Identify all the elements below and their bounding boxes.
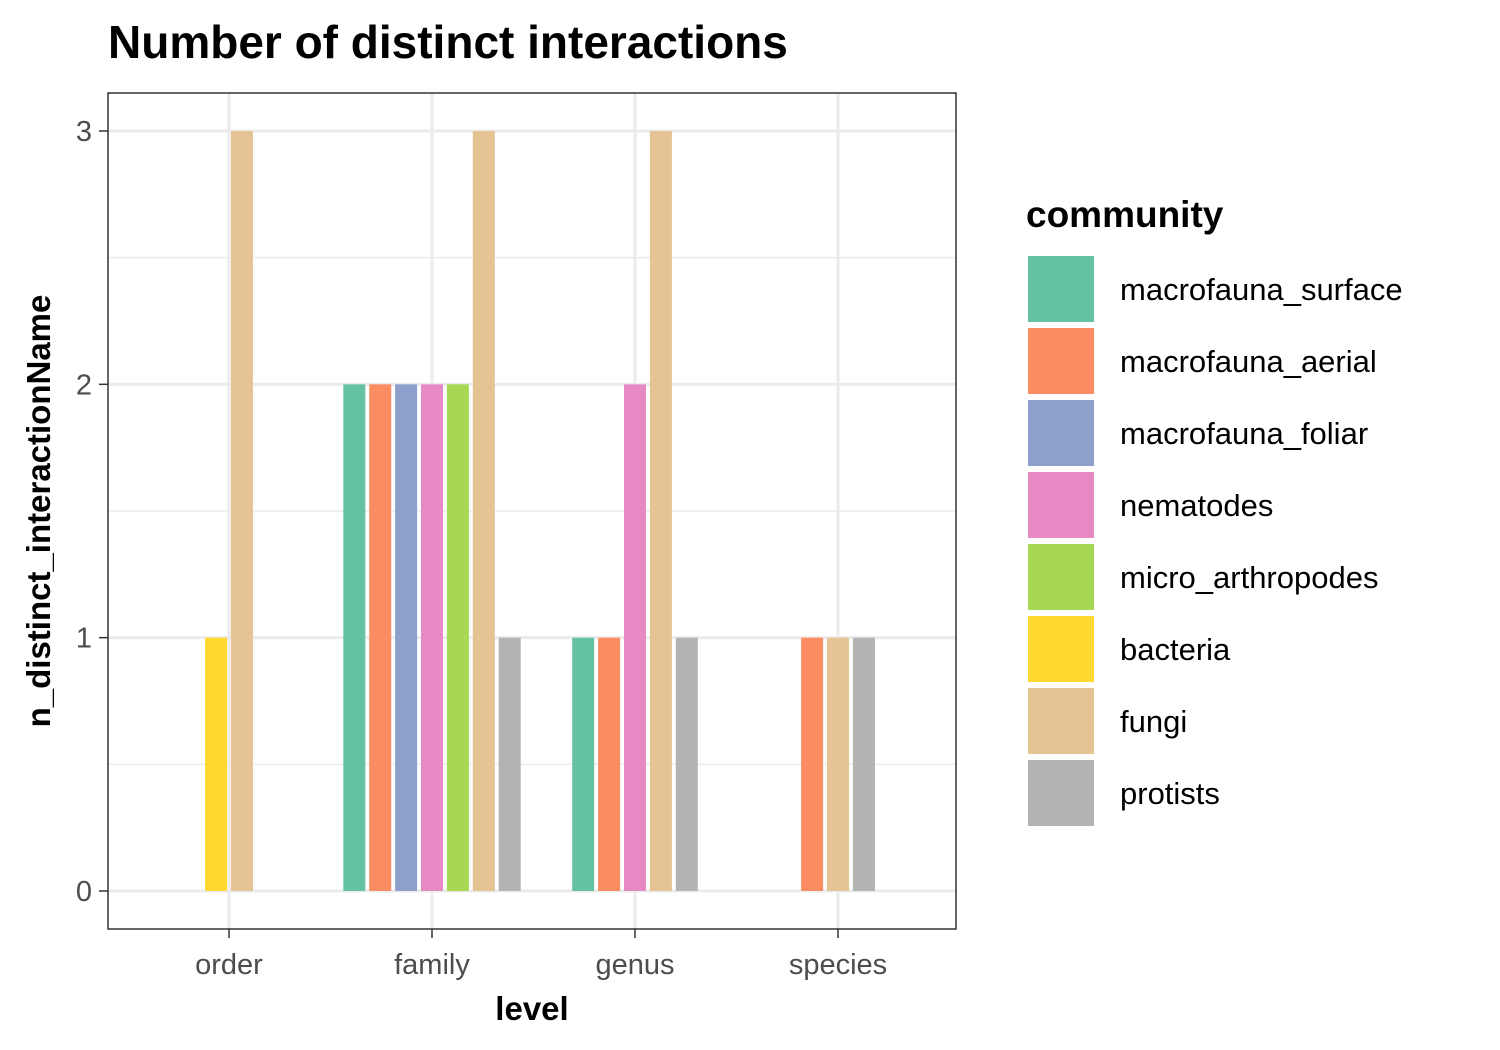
legend: community macrofauna_surface macrofauna_a… — [1026, 194, 1403, 826]
bar — [395, 384, 418, 891]
plot-panel-border — [107, 92, 957, 930]
legend-label: macrofauna_surface — [1120, 272, 1403, 307]
bar — [598, 637, 621, 891]
bar — [624, 384, 646, 891]
legend-key — [1028, 472, 1094, 538]
bar — [472, 131, 495, 891]
legend-key — [1028, 688, 1094, 754]
axis-layer: 0 1 2 3 order family genus species — [76, 116, 887, 981]
bar — [649, 131, 672, 891]
bar — [230, 131, 253, 891]
bar — [801, 637, 824, 891]
y-tick-label: 2 — [76, 369, 92, 401]
y-tick-label: 3 — [76, 116, 92, 148]
legend-label: protists — [1120, 776, 1220, 811]
x-tick-label: genus — [595, 949, 674, 981]
legend-label: micro_arthropodes — [1120, 560, 1378, 595]
legend-key — [1028, 616, 1094, 682]
bar — [369, 384, 392, 891]
y-tick-label: 1 — [76, 623, 92, 655]
chart-title: Number of distinct interactions — [108, 16, 788, 68]
legend-label: fungi — [1120, 704, 1187, 739]
bar — [421, 384, 443, 891]
legend-label: nematodes — [1120, 488, 1273, 523]
bars-layer — [205, 131, 875, 891]
y-tick-label: 0 — [76, 876, 92, 908]
bar — [498, 637, 521, 891]
bar — [852, 637, 875, 891]
legend-label: macrofauna_foliar — [1120, 416, 1368, 451]
bar — [572, 637, 595, 891]
legend-key — [1028, 544, 1094, 610]
legend-key — [1028, 400, 1094, 466]
legend-label: macrofauna_aerial — [1120, 344, 1377, 379]
legend-key — [1028, 760, 1094, 826]
x-tick-label: order — [195, 949, 263, 981]
x-axis-title: level — [495, 990, 568, 1027]
y-axis-title: n_distinct_interactionName — [20, 295, 57, 728]
bar — [675, 637, 698, 891]
bar — [446, 384, 469, 891]
bar — [827, 637, 849, 891]
x-tick-label: family — [394, 949, 470, 981]
legend-key — [1028, 256, 1094, 322]
legend-label: bacteria — [1120, 632, 1231, 667]
bar — [343, 384, 366, 891]
legend-key — [1028, 328, 1094, 394]
bar — [205, 637, 228, 891]
x-tick-label: species — [789, 949, 887, 981]
legend-title: community — [1026, 194, 1224, 235]
